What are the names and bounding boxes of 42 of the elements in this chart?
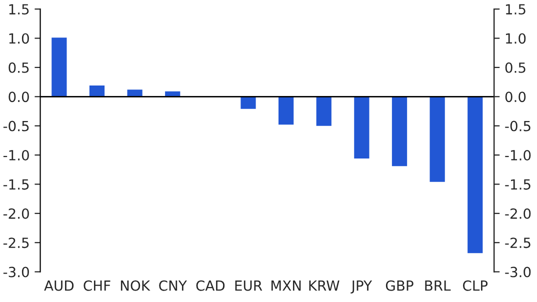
y2-tick-label: -1.0	[505, 150, 531, 160]
bar	[240, 96, 256, 109]
y-tick-label: 0.0	[8, 92, 29, 102]
bar	[127, 90, 142, 97]
y2-tick-label: -1.5	[505, 179, 530, 190]
bar	[430, 96, 445, 182]
y2-tick-label: -3.0	[505, 266, 531, 278]
y-tick-label: -1.0	[3, 150, 29, 160]
bar	[316, 96, 332, 126]
bar	[354, 96, 370, 159]
y-tick-label: 1.0	[9, 33, 29, 44]
y2-tick-label: 1.0	[506, 33, 526, 44]
y2-tick-label: -2.0	[505, 208, 531, 219]
y-tick-label: -0.5	[3, 120, 29, 132]
y-tick-label: 0.5	[8, 62, 29, 73]
x-tick-label: GBP	[386, 280, 414, 291]
x-tick-label: JPY	[350, 280, 372, 294]
x-tick-label: KRW	[309, 280, 340, 291]
x-tick-label: CNY	[159, 280, 187, 291]
x-tick-label: CHF	[84, 280, 110, 291]
y-tick-label: -3.0	[3, 266, 29, 278]
x-tick-label: AUD	[44, 280, 74, 291]
y2-tick-label: 0.5	[505, 62, 526, 73]
x-tick-label: EUR	[235, 280, 262, 291]
y-tick-label: -2.5	[3, 238, 29, 248]
y2-tick-label: -0.5	[505, 120, 530, 132]
bar	[52, 38, 67, 97]
y-tick-label: -2.0	[3, 208, 29, 219]
x-tick-label: BRL	[425, 280, 451, 291]
y2-tick-label: -2.5	[505, 238, 530, 248]
bar	[468, 96, 483, 254]
y-tick-label: 1.5	[9, 4, 29, 15]
y2-tick-label: 0.0	[505, 92, 526, 102]
x-tick-label: CLP	[463, 280, 488, 291]
y2-tick-label: 1.5	[506, 4, 526, 15]
x-tick-label: NOK	[120, 280, 150, 291]
bar	[392, 96, 408, 166]
y-tick-label: -1.5	[3, 179, 29, 190]
bar	[278, 96, 294, 125]
x-tick-label: MXN	[271, 280, 301, 291]
bar	[89, 86, 105, 97]
x-tick-label: CAD	[196, 280, 225, 291]
